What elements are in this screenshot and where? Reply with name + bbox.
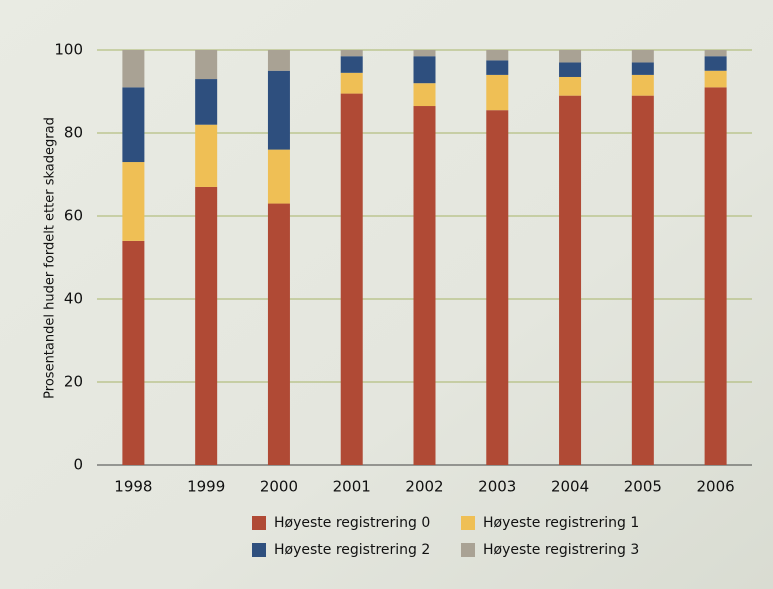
x-tick-label: 2000 <box>260 478 298 496</box>
bar-segment <box>413 83 436 107</box>
x-tick-label: 1999 <box>187 478 225 496</box>
bar-segment <box>413 106 436 466</box>
bar-segment <box>631 50 654 63</box>
legend-swatch <box>461 543 475 557</box>
bar-segment <box>195 50 218 80</box>
y-tick-label: 60 <box>64 207 83 225</box>
x-tick-label: 2006 <box>697 478 735 496</box>
bar-segment <box>122 240 145 465</box>
y-tick-label: 0 <box>73 456 83 474</box>
bar-segment <box>704 70 727 88</box>
bar-segment <box>267 203 290 466</box>
x-tick-label: 2003 <box>478 478 516 496</box>
y-tick-label: 100 <box>54 41 83 59</box>
bar-segment <box>122 87 145 163</box>
legend-label: Høyeste registrering 1 <box>483 515 639 531</box>
bar-segment <box>559 62 582 77</box>
x-tick-label: 2005 <box>624 478 662 496</box>
bar-segment <box>704 56 727 71</box>
bar-segment <box>122 50 145 88</box>
bar-segment <box>486 60 509 75</box>
bar-segment <box>267 149 290 204</box>
bar-segment <box>704 87 727 465</box>
bar-segment <box>631 74 654 96</box>
bar-segment <box>195 79 218 125</box>
bar-segment <box>267 70 290 150</box>
legend-swatch <box>461 516 475 530</box>
legend-swatch <box>252 516 266 530</box>
bar-segment <box>559 76 582 96</box>
y-axis-label: Prosentandel huder fordelt etter skadegr… <box>43 117 58 399</box>
x-tick-label: 2004 <box>551 478 589 496</box>
x-tick-label: 2002 <box>405 478 443 496</box>
bar-segment <box>195 186 218 465</box>
y-tick-label: 80 <box>64 124 83 142</box>
bar-segment <box>340 56 363 73</box>
bar-segment <box>631 62 654 75</box>
bar-segment <box>122 162 145 241</box>
bar-segment <box>486 110 509 466</box>
y-tick-label: 40 <box>64 290 83 308</box>
bar-segment <box>340 72 363 94</box>
bar-segment <box>486 74 509 111</box>
bar-segment <box>195 124 218 187</box>
x-tick-label: 2001 <box>333 478 371 496</box>
bar-segment <box>631 95 654 466</box>
x-tick-label: 1998 <box>114 478 152 496</box>
bar-segment <box>559 95 582 466</box>
legend-swatch <box>252 543 266 557</box>
legend-label: Høyeste registrering 2 <box>274 542 430 558</box>
bar-segment <box>704 50 727 57</box>
bar-segment <box>413 56 436 84</box>
y-tick-label: 20 <box>64 373 83 391</box>
bar-segment <box>340 50 363 57</box>
bar-segment <box>340 93 363 465</box>
bar-segment <box>267 50 290 71</box>
bar-segment <box>486 50 509 61</box>
legend-label: Høyeste registrering 3 <box>483 542 639 558</box>
bar-segment <box>559 50 582 63</box>
bar-segment <box>413 50 436 57</box>
legend-label: Høyeste registrering 0 <box>274 515 430 531</box>
